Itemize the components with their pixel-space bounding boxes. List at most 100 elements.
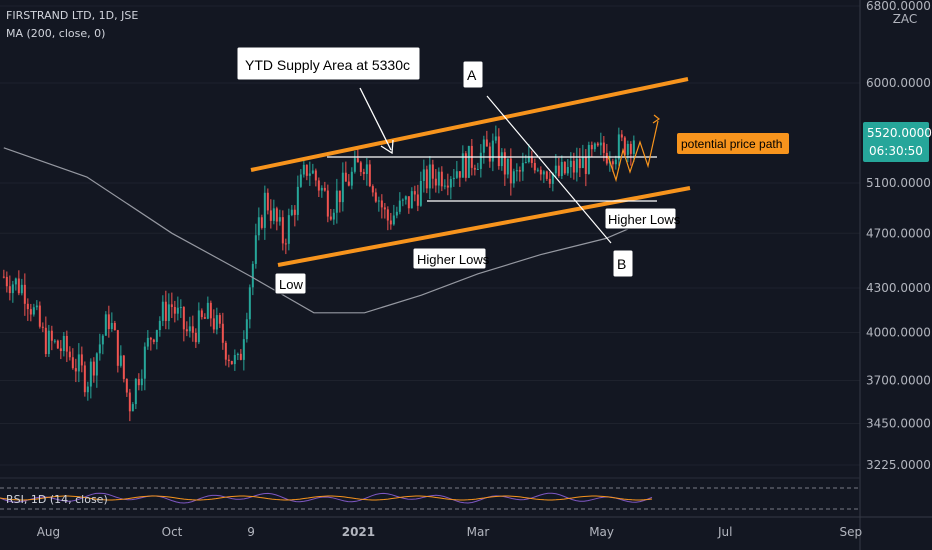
- candle-body: [422, 169, 425, 181]
- candle-body: [107, 314, 110, 330]
- candle-body: [134, 379, 137, 405]
- candle-body: [584, 156, 587, 174]
- candle-body: [581, 156, 584, 169]
- candle-body: [233, 355, 236, 365]
- candle-body: [260, 217, 263, 228]
- candle-body: [461, 153, 464, 178]
- rsi-pane: RSI, 1D (14, close): [0, 487, 860, 510]
- higher-lows-box-2[interactable]: Higher Lows: [604, 207, 681, 230]
- candle-body: [98, 344, 101, 354]
- candle-body: [47, 330, 50, 355]
- candle-body: [335, 190, 338, 213]
- candle-body: [272, 208, 275, 221]
- candle-body: [23, 284, 26, 304]
- potential-path-box[interactable]: potential price path: [677, 133, 789, 154]
- candle-body: [566, 167, 569, 174]
- ab-trend-line[interactable]: [486, 95, 612, 244]
- candle-body: [380, 200, 383, 208]
- candle-body: [38, 305, 41, 327]
- candle-body: [35, 305, 38, 308]
- channel-upper-line[interactable]: [250, 77, 689, 172]
- candle-body: [464, 153, 467, 178]
- supply-arrow-line: [359, 87, 392, 151]
- supply-label-box[interactable]: YTD Supply Area at 5330c: [236, 46, 421, 81]
- date-tick-label: Mar: [467, 525, 490, 539]
- candle-body: [314, 170, 317, 181]
- candle-body: [197, 310, 200, 343]
- candle-body: [182, 307, 185, 330]
- candle-body: [227, 359, 230, 362]
- candle-body: [578, 158, 581, 169]
- candle-body: [239, 353, 242, 360]
- candle-body: [110, 322, 113, 330]
- candle-body: [320, 187, 323, 191]
- candle-body: [434, 178, 437, 186]
- low-box[interactable]: Low: [274, 272, 307, 295]
- candle-body: [602, 142, 605, 153]
- point-a-box[interactable]: A: [462, 60, 484, 89]
- candle-body: [353, 158, 356, 172]
- candle-body: [131, 404, 134, 412]
- candle-body: [374, 192, 377, 202]
- candle-body: [95, 353, 98, 376]
- candle-body: [521, 162, 524, 172]
- candle-body: [368, 164, 371, 187]
- candle-body: [185, 329, 188, 332]
- candle-body: [59, 348, 62, 352]
- candle-body: [212, 318, 215, 330]
- rsi-line: [0, 492, 653, 504]
- candle-body: [152, 339, 155, 342]
- candle-body: [356, 158, 359, 163]
- higher-lows-text-2: Higher Lows: [608, 212, 681, 227]
- supply-label-text: YTD Supply Area at 5330c: [245, 57, 410, 73]
- candle-body: [458, 171, 461, 178]
- candle-body: [572, 160, 575, 173]
- candle-body: [467, 145, 470, 178]
- price-axis[interactable]: 6800.0000 6000.0000 5100.0000 4700.0000 4300…: [866, 0, 931, 472]
- candle-body: [329, 216, 332, 220]
- candle-body: [143, 346, 146, 379]
- candle-body: [164, 301, 167, 321]
- candle-body: [548, 178, 551, 184]
- candle-body: [404, 196, 407, 200]
- time-axis[interactable]: Aug Oct 9 2021 Mar May Jul Sep: [37, 525, 862, 539]
- candle-body: [563, 161, 566, 174]
- candle-body: [383, 207, 386, 210]
- candle-body: [242, 339, 245, 360]
- candle-body: [533, 162, 536, 171]
- price-tick-label: 4300.0000: [866, 281, 931, 295]
- potential-path-line: [607, 120, 659, 183]
- candle-body: [83, 365, 86, 393]
- price-tick-label: 3700.0000: [866, 373, 931, 387]
- candle-body: [509, 158, 512, 184]
- candle-body: [377, 200, 380, 202]
- candle-body: [626, 143, 629, 155]
- point-b-box[interactable]: B: [612, 249, 634, 278]
- candle-body: [266, 192, 269, 211]
- candle-body: [251, 263, 254, 288]
- candle-body: [305, 164, 308, 176]
- candle-body: [206, 302, 209, 319]
- candle-body: [203, 317, 206, 319]
- candle-body: [71, 357, 74, 369]
- point-a-text: A: [467, 67, 477, 83]
- candle-body: [392, 215, 395, 225]
- candle-body: [524, 162, 527, 164]
- candle-body: [512, 171, 515, 184]
- candle-body: [344, 172, 347, 182]
- candle-body: [269, 210, 272, 221]
- candle-body: [104, 314, 107, 336]
- price-tick-label: 4000.0000: [866, 325, 931, 339]
- candle-body: [494, 136, 497, 141]
- candle-body: [332, 212, 335, 220]
- candle-body: [425, 169, 428, 189]
- candle-body: [245, 319, 248, 340]
- higher-lows-box-1[interactable]: Higher Lows: [412, 247, 490, 270]
- candle-body: [479, 152, 482, 169]
- candles-group: [2, 125, 635, 422]
- rsi-label: RSI, 1D (14, close): [6, 493, 108, 506]
- candle-body: [413, 191, 416, 195]
- symbol-title: FIRSTRAND LTD, 1D, JSE: [6, 9, 138, 22]
